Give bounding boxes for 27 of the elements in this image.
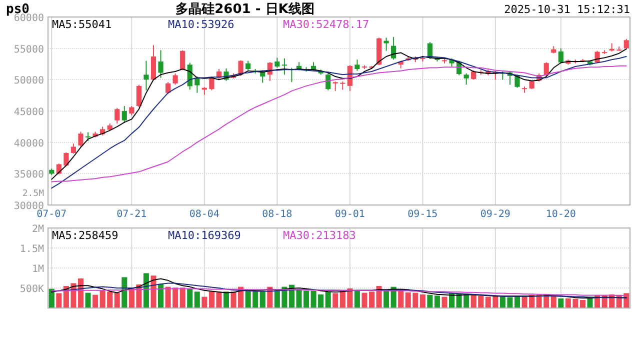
text: MA10:53926	[168, 18, 234, 31]
y-tick-label: 2M	[32, 224, 44, 235]
y-tick-label: 1.5M	[20, 244, 44, 255]
text: MA10:169369	[168, 229, 241, 242]
chart-title: 多晶硅2601 - 日K线图	[176, 2, 314, 17]
x-tick-label: 07-07	[36, 209, 67, 220]
y-tick-label: 1M	[32, 264, 44, 275]
text: 2.5M	[22, 189, 45, 199]
x-tick-label: 07-21	[116, 209, 147, 220]
y-tick-label: 500K	[20, 284, 44, 295]
x-tick-label: 09-15	[408, 209, 438, 220]
text: MA5:258459	[52, 229, 118, 242]
x-tick-label: 09-01	[334, 209, 365, 220]
x-tick-label: 10-20	[546, 209, 576, 220]
y-tick-label: 50000	[14, 76, 44, 87]
text: MA5:55041	[52, 18, 112, 31]
text: MA30:52478.17	[283, 18, 370, 31]
y-tick-label: 40000	[14, 138, 44, 150]
x-tick-label: 09-29	[480, 209, 510, 220]
y-tick-label: 60000	[14, 13, 44, 24]
y-tick-label: 45000	[14, 107, 44, 118]
chart-subtitle: 2025-10-31 15:12:31	[504, 3, 630, 16]
text: MA30:213183	[283, 229, 356, 242]
y-tick-label: 55000	[14, 44, 44, 56]
y-tick-label: 35000	[14, 170, 44, 181]
x-tick-label: 08-04	[189, 209, 220, 220]
x-tick-label: 08-18	[262, 209, 292, 220]
